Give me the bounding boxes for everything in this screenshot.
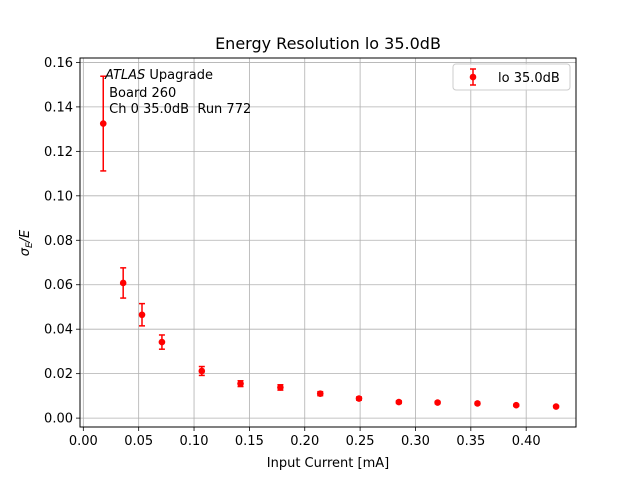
axis-ticks: 0.00 0.05 0.10 0.15 0.20 0.25 0.30 0.35 0.40 0.00… xyxy=(44,56,541,449)
y-axis-label-sigma: σ xyxy=(18,247,33,256)
y-tick-label: 0.16 xyxy=(44,56,73,71)
x-axis-label: Input Current [mA] xyxy=(267,456,389,471)
y-axis-label: σE/E xyxy=(18,229,35,256)
x-tick-label: 0.30 xyxy=(401,434,430,449)
x-tick-label: 0.25 xyxy=(346,434,375,449)
annotation-line-2: Board 260 xyxy=(105,86,176,101)
plot-frame xyxy=(79,57,577,428)
x-tick-label: 0.10 xyxy=(180,434,209,449)
data-point xyxy=(316,390,324,397)
y-tick-label: 0.04 xyxy=(44,323,73,338)
annotation-line-3: Ch 0 35.0dB Run 772 xyxy=(105,102,251,117)
y-axis-label-subscript: E xyxy=(25,242,35,248)
legend: lo 35.0dB xyxy=(452,63,571,91)
x-tick-label: 0.40 xyxy=(512,434,541,449)
legend-label: lo 35.0dB xyxy=(498,71,560,86)
y-tick-label: 0.08 xyxy=(44,234,73,249)
annotation-upgrade: Upagrade xyxy=(145,68,213,83)
data-point xyxy=(395,398,403,406)
grid xyxy=(80,58,576,427)
y-tick-label: 0.00 xyxy=(44,412,73,427)
data-point xyxy=(552,403,560,410)
chart-title: Energy Resolution lo 35.0dB xyxy=(215,34,441,53)
y-tick-label: 0.02 xyxy=(44,367,73,382)
y-axis-label-tail: /E xyxy=(18,229,33,243)
y-tick-label: 0.06 xyxy=(44,278,73,293)
data-point xyxy=(99,120,107,127)
x-tick-label: 0.15 xyxy=(235,434,264,449)
annotation-atlas: ATLAS xyxy=(104,68,145,83)
data-point xyxy=(119,279,127,287)
data-point xyxy=(158,338,166,346)
data-point xyxy=(434,399,441,406)
data-point xyxy=(512,401,520,409)
x-tick-label: 0.35 xyxy=(456,434,485,449)
y-tick-label: 0.12 xyxy=(44,145,73,160)
data-point xyxy=(277,384,284,391)
annotation-line-1: ATLAS Upagrade xyxy=(104,68,213,83)
legend-marker-icon xyxy=(469,73,477,81)
y-tick-label: 0.10 xyxy=(44,189,73,204)
x-tick-label: 0.00 xyxy=(69,434,98,449)
y-tick-label: 0.14 xyxy=(44,100,73,115)
legend-box xyxy=(452,63,571,91)
data-point xyxy=(237,380,244,387)
data-point xyxy=(198,367,206,375)
data-point xyxy=(474,400,481,407)
data-point xyxy=(355,395,363,402)
x-tick-label: 0.20 xyxy=(290,434,319,449)
x-tick-label: 0.05 xyxy=(124,434,153,449)
data-point xyxy=(138,311,146,319)
data-points xyxy=(99,75,560,410)
